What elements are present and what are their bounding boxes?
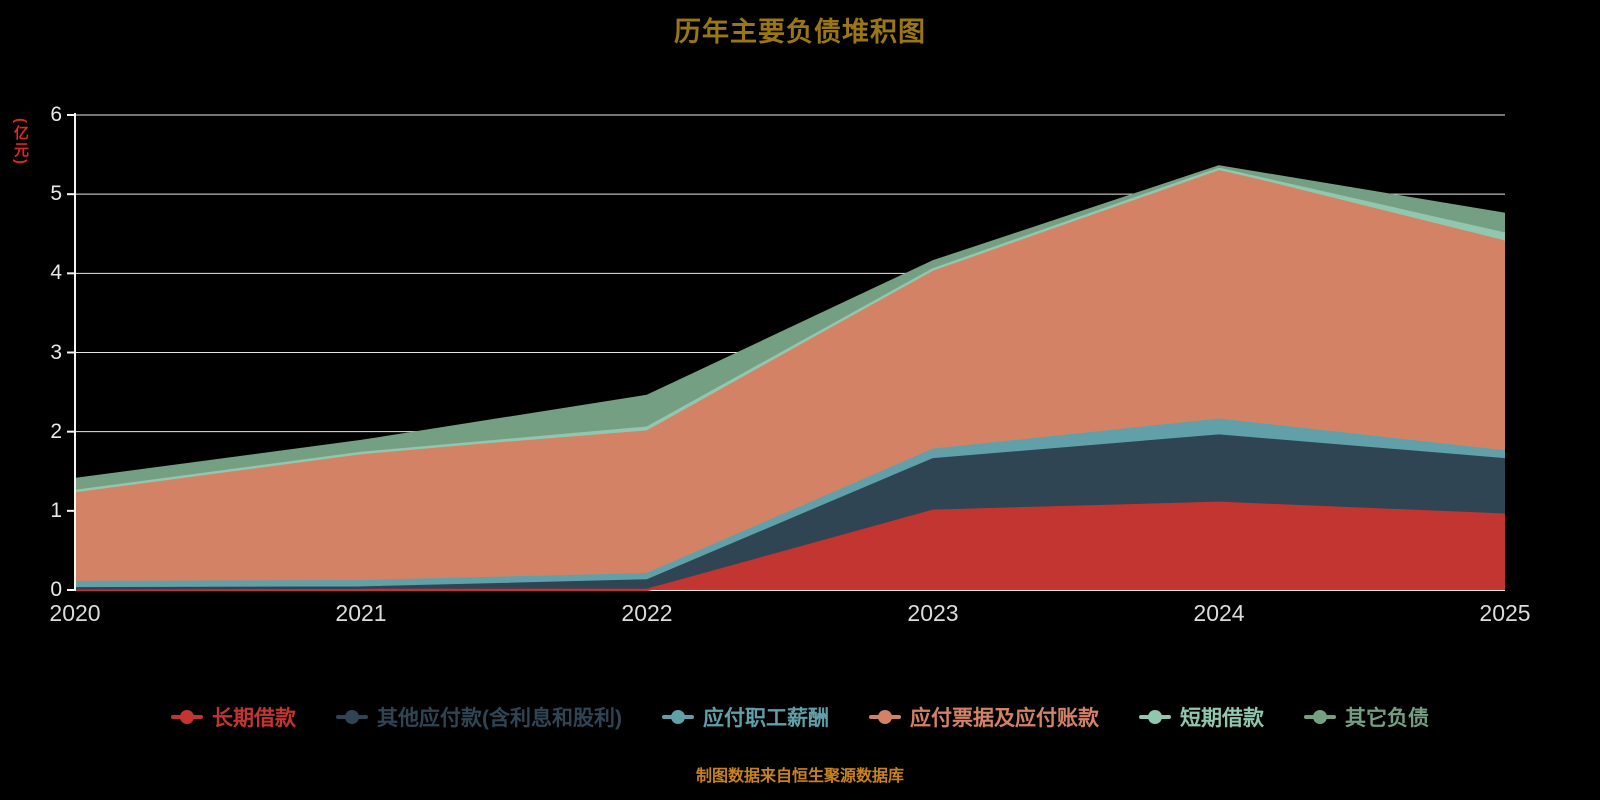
area-长期借款 [75, 502, 1505, 590]
x-tick-label: 2020 [49, 600, 101, 626]
y-tick-label: 2 [50, 419, 62, 443]
area-应付票据及应付账款 [75, 170, 1505, 583]
legend-label: 应付职工薪酬 [703, 707, 829, 730]
x-tick-label: 2022 [621, 600, 673, 626]
x-tick-label: 2025 [1479, 600, 1531, 626]
legend-item[interactable]: 其它负债 [1304, 702, 1429, 732]
legend-item[interactable]: 短期借款 [1139, 702, 1264, 732]
y-tick-label: 6 [50, 103, 62, 126]
line-其它负债 [74, 165, 1506, 481]
y-tick-label: 3 [50, 340, 62, 364]
legend-marker-icon [171, 709, 203, 725]
legend: 长期借款 其他应付款(含利息和股利) 应付职工薪酬 应付票据及应付账款 短期借款 其它负债 [0, 702, 1600, 732]
legend-label: 应付票据及应付账款 [910, 707, 1099, 730]
legend-item[interactable]: 长期借款 [171, 702, 296, 732]
legend-item[interactable]: 其他应付款(含利息和股利) [336, 702, 622, 732]
x-tick-label: 2023 [907, 600, 959, 626]
y-tick-label: 0 [50, 578, 62, 601]
legend-marker-icon [1304, 709, 1336, 725]
y-tick-label: 4 [50, 261, 62, 285]
legend-marker-icon [662, 709, 694, 725]
legend-label: 短期借款 [1180, 707, 1264, 730]
chart-title: 历年主要负债堆积图 [674, 17, 926, 47]
line-应付票据及应付账款 [74, 169, 1506, 495]
legend-marker-icon [869, 709, 901, 725]
legend-item[interactable]: 应付职工薪酬 [662, 702, 829, 732]
y-tick-label: 1 [50, 498, 62, 522]
data-source-note: 制图数据来自恒生聚源数据库 [695, 768, 904, 785]
legend-label: 长期借款 [212, 707, 296, 730]
legend-marker-icon [1139, 709, 1171, 725]
line-应付职工薪酬 [74, 418, 1506, 584]
line-其他应付款(含利息和股利) [74, 434, 1506, 590]
area-其他应付款(含利息和股利) [75, 435, 1505, 590]
line-长期借款 [75, 501, 1506, 592]
legend-label: 其他应付款(含利息和股利) [377, 707, 622, 730]
legend-marker-icon [336, 709, 368, 725]
y-axis-unit-label: (亿元) [12, 118, 29, 166]
line-短期借款 [74, 167, 1506, 493]
x-tick-label: 2024 [1193, 600, 1245, 626]
legend-label: 其它负债 [1345, 707, 1429, 730]
y-tick-label: 5 [50, 182, 62, 206]
x-tick-label: 2021 [335, 600, 387, 626]
legend-item[interactable]: 应付票据及应付账款 [869, 702, 1099, 732]
